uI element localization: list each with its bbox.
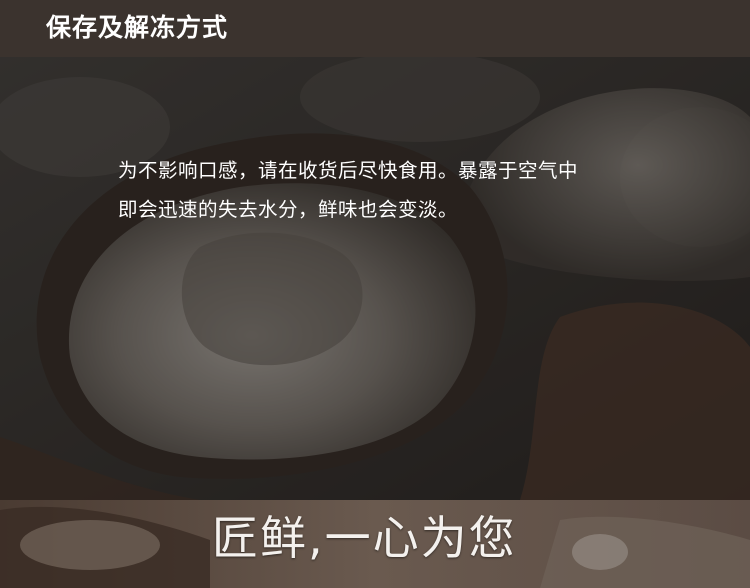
description-line-2: 即会迅速的失去水分，鲜味也会变淡。 xyxy=(118,198,459,221)
slogan-band xyxy=(0,500,750,588)
description-line-1: 为不影响口感，请在收货后尽快食用。暴露于空气中 xyxy=(118,159,579,182)
oyster-photo xyxy=(0,57,750,500)
storage-description: 为不影响口感，请在收货后尽快食用。暴露于空气中 即会迅速的失去水分，鲜味也会变淡… xyxy=(118,151,658,229)
dark-overlay xyxy=(0,57,750,500)
slogan-background xyxy=(0,500,750,588)
section-header: 保存及解冻方式 xyxy=(0,0,750,58)
brand-slogan: 匠鲜,一心为您 xyxy=(212,511,517,565)
section-title: 保存及解冻方式 xyxy=(46,13,229,42)
oyster-illustration xyxy=(0,57,750,500)
